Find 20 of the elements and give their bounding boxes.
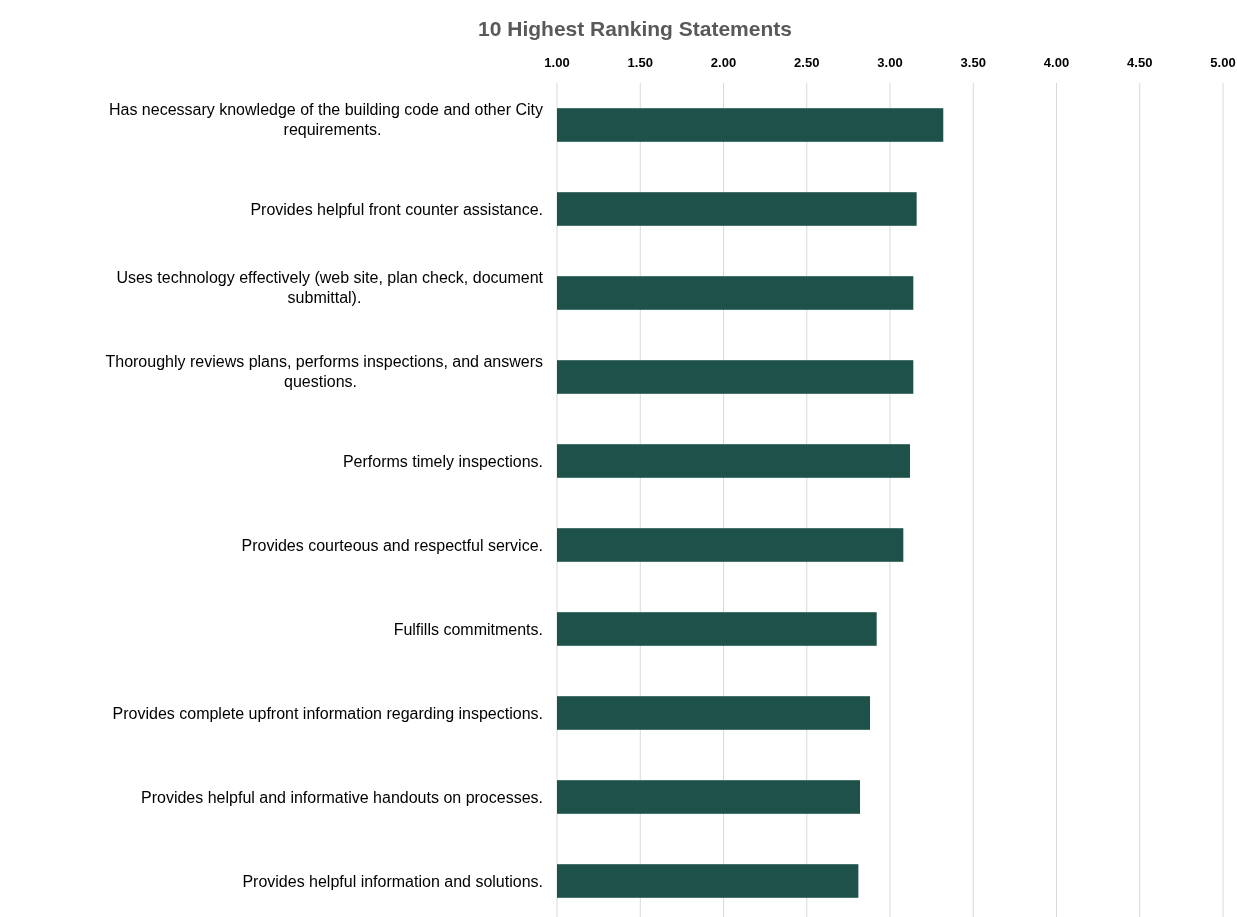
y-tick-label: Thoroughly reviews plans, performs inspections, and answers questions. xyxy=(105,352,543,390)
y-tick-label: Performs timely inspections. xyxy=(342,452,543,470)
y-tick-label: Has necessary knowledge of the building code and other City requirements. xyxy=(108,100,543,138)
x-tick-label: 1.00 xyxy=(544,55,570,70)
x-tick-label: 4.00 xyxy=(1043,55,1070,70)
y-tick-label: Provides helpful front counter assistance. xyxy=(250,200,543,218)
y-tick-label: Uses technology effectively (web site, plan check, document submittal). xyxy=(116,268,544,306)
x-tick-label: 1.50 xyxy=(627,55,653,70)
y-tick-label: Provides complete upfront information regarding inspections. xyxy=(112,704,543,722)
x-tick-label: 5.00 xyxy=(1210,55,1236,70)
y-tick-label: Provides courteous and respectful service. xyxy=(241,536,543,554)
x-tick-label: 3.50 xyxy=(960,55,986,70)
x-tick-label: 2.50 xyxy=(794,55,820,70)
y-tick-label: Fulfills commitments. xyxy=(393,620,543,638)
y-tick-label: Provides helpful and informative handouts on processes. xyxy=(140,788,543,806)
x-tick-label: 3.00 xyxy=(877,55,903,70)
x-tick-label: 4.50 xyxy=(1127,55,1153,70)
y-tick-label: Provides helpful information and solutions. xyxy=(242,872,543,890)
chart-title: 10 Highest Ranking Statements xyxy=(478,17,792,40)
x-tick-label: 2.00 xyxy=(710,55,737,70)
